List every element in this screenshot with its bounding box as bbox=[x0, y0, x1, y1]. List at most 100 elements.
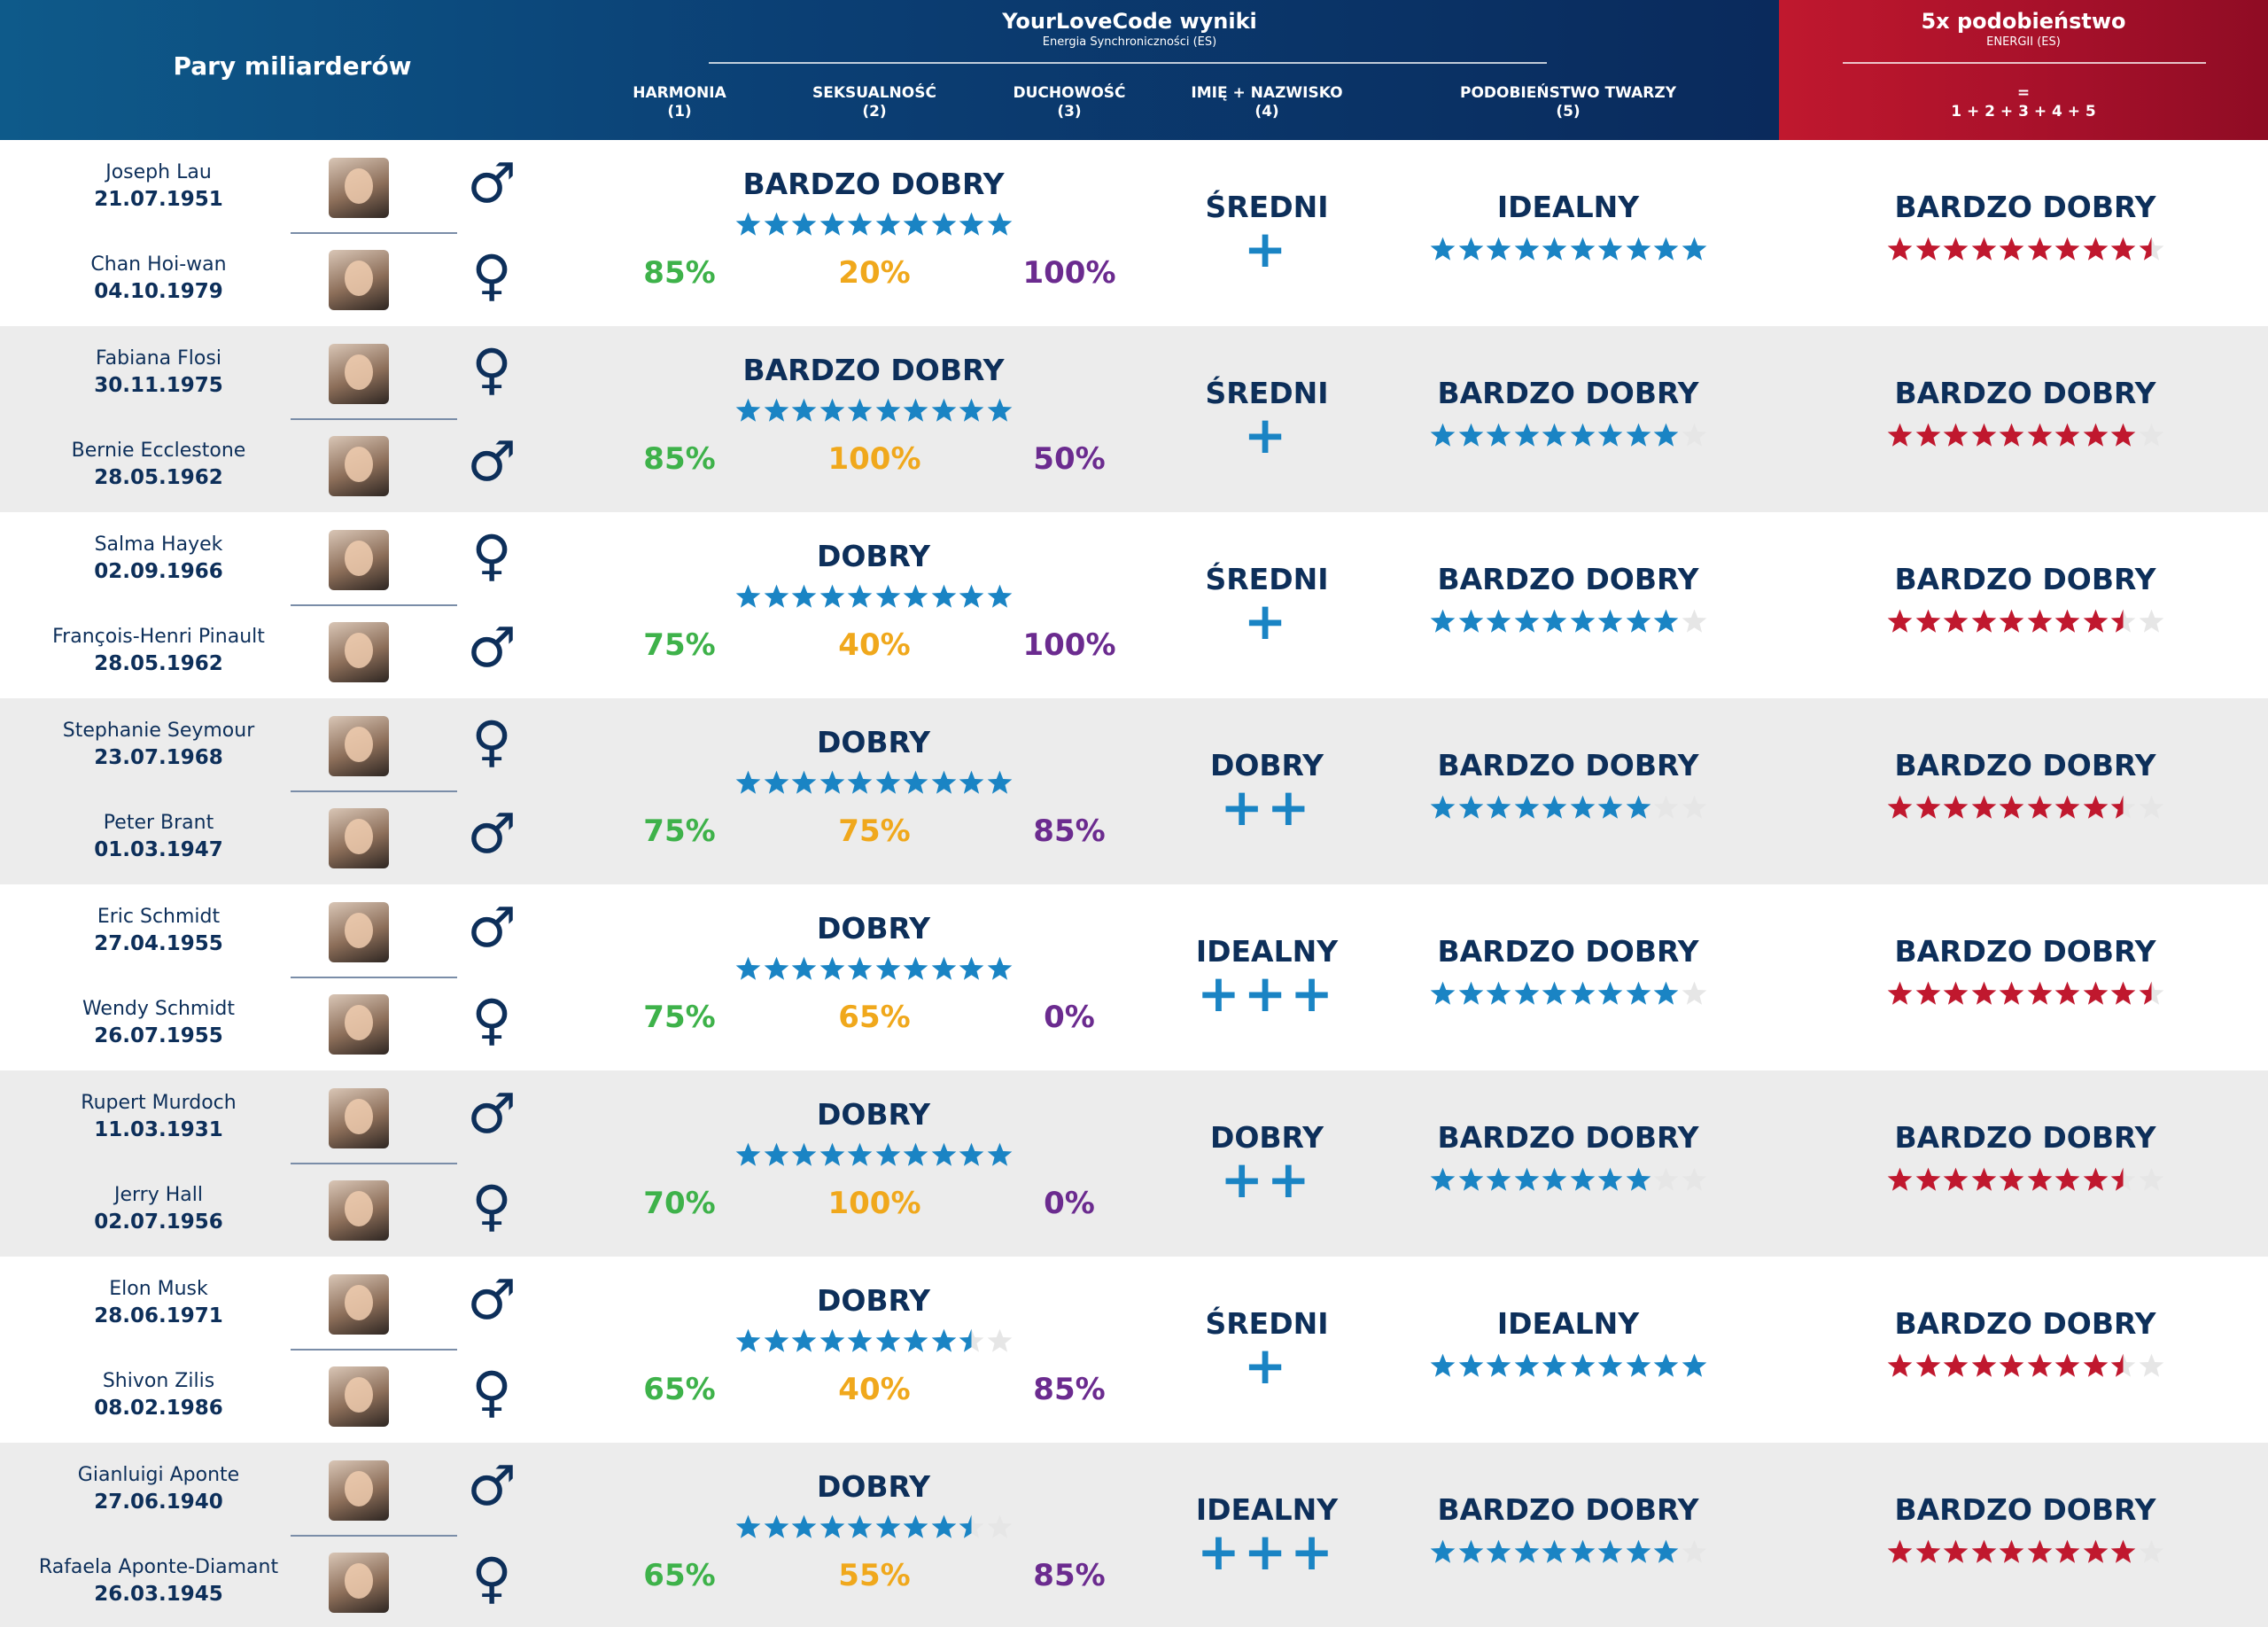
star-icon bbox=[1653, 609, 1679, 633]
star-icon bbox=[791, 956, 817, 980]
star-icon bbox=[1486, 1539, 1511, 1563]
face-stars bbox=[1429, 608, 1707, 638]
star-icon bbox=[931, 1514, 956, 1538]
star-icon bbox=[1486, 609, 1511, 633]
star-icon bbox=[903, 398, 928, 422]
star-icon bbox=[2110, 1167, 2136, 1191]
person1-gender-icon: ♀ bbox=[471, 523, 512, 588]
star-icon bbox=[875, 770, 900, 794]
name-plus-icon: + bbox=[1243, 405, 1291, 465]
star-icon bbox=[2110, 609, 2136, 633]
star-icon bbox=[791, 398, 817, 422]
star-icon bbox=[875, 956, 900, 980]
person2-name: Wendy Schmidt bbox=[82, 998, 236, 1020]
person2-name: Bernie Ecclestone bbox=[71, 440, 246, 462]
star-icon bbox=[847, 1328, 873, 1352]
header-blue-band bbox=[0, 0, 1779, 140]
star-icon bbox=[1915, 1167, 1940, 1191]
person1-photo bbox=[329, 158, 389, 218]
star-icon bbox=[735, 584, 761, 608]
star-icon bbox=[931, 212, 956, 236]
star-icon bbox=[764, 956, 788, 980]
star-icon bbox=[931, 584, 956, 608]
col-name: IMIĘ + NAZWISKO (4) bbox=[1152, 84, 1382, 121]
face-rating: BARDZO DOBRY bbox=[1437, 1120, 1699, 1155]
person2-name: Shivon Zilis bbox=[102, 1370, 215, 1392]
harmony-value: 75% bbox=[643, 814, 716, 849]
star-icon bbox=[2054, 423, 2080, 447]
col-harmony-label: HARMONIA bbox=[633, 84, 726, 102]
star-icon bbox=[1915, 795, 1940, 819]
sexuality-value: 65% bbox=[838, 1000, 911, 1035]
similarity-stars bbox=[1886, 608, 2164, 638]
name-rating: IDEALNY bbox=[1195, 1492, 1339, 1527]
star-icon bbox=[1971, 237, 1996, 261]
star-icon bbox=[1682, 237, 1706, 261]
face-rating: BARDZO DOBRY bbox=[1437, 562, 1699, 596]
star-icon bbox=[1653, 981, 1679, 1005]
star-icon bbox=[2027, 237, 2052, 261]
face-stars bbox=[1429, 980, 1707, 1010]
star-icon bbox=[2110, 795, 2136, 819]
star-icon bbox=[903, 1328, 928, 1352]
star-icon bbox=[1999, 1167, 2024, 1191]
star-icon bbox=[1430, 795, 1456, 819]
star-icon bbox=[735, 1142, 761, 1166]
star-icon bbox=[1682, 981, 1706, 1005]
star-icon bbox=[2083, 795, 2108, 819]
table-header: Pary miliarderów YourLoveCode wyniki Ene… bbox=[0, 0, 2268, 140]
star-icon bbox=[791, 584, 817, 608]
harmony-value: 85% bbox=[643, 441, 716, 477]
header-divider bbox=[709, 62, 1547, 64]
person1-name: Joseph Lau bbox=[105, 161, 212, 183]
person1-photo bbox=[329, 344, 389, 404]
couple-row: Salma Hayek 02.09.1966 ♀ François-Henri … bbox=[0, 512, 2268, 698]
star-icon bbox=[959, 1142, 984, 1166]
person2-name: François-Henri Pinault bbox=[52, 626, 265, 648]
star-icon bbox=[1514, 1353, 1539, 1377]
star-icon bbox=[875, 584, 900, 608]
star-icon bbox=[1570, 981, 1595, 1005]
star-icon bbox=[959, 770, 984, 794]
star-icon bbox=[2054, 1167, 2080, 1191]
star-icon bbox=[931, 398, 956, 422]
similarity-rating: BARDZO DOBRY bbox=[1894, 376, 2156, 410]
harmony-value: 75% bbox=[643, 627, 716, 663]
name-rating: ŚREDNI bbox=[1205, 190, 1329, 224]
face-rating: BARDZO DOBRY bbox=[1437, 376, 1699, 410]
star-icon bbox=[735, 1514, 761, 1538]
person2-date: 26.07.1955 bbox=[94, 1024, 223, 1047]
star-icon bbox=[1887, 1539, 1913, 1563]
star-icon bbox=[987, 1142, 1012, 1166]
similarity-stars bbox=[1886, 1352, 2164, 1382]
person2-name: Peter Brant bbox=[103, 812, 214, 834]
similarity-rating: BARDZO DOBRY bbox=[1894, 934, 2156, 969]
star-icon bbox=[1999, 609, 2024, 633]
col-face: PODOBIEŃSTWO TWARZY (5) bbox=[1435, 84, 1701, 121]
person1-gender-icon: ♂ bbox=[467, 1081, 517, 1146]
similarity-eq: = bbox=[2016, 84, 2031, 102]
star-icon bbox=[1430, 1353, 1456, 1377]
star-icon bbox=[847, 1514, 873, 1538]
couple-row: Rupert Murdoch 11.03.1931 ♂ Jerry Hall 0… bbox=[0, 1070, 2268, 1257]
person2-date: 28.05.1962 bbox=[94, 466, 223, 489]
star-icon bbox=[2027, 609, 2052, 633]
similarity-rating: BARDZO DOBRY bbox=[1894, 748, 2156, 782]
person2-name: Chan Hoi-wan bbox=[90, 253, 227, 276]
star-icon bbox=[2054, 1539, 2080, 1563]
name-plus-icon: + bbox=[1243, 219, 1291, 279]
person2-gender-icon: ♀ bbox=[471, 1545, 512, 1610]
star-icon bbox=[847, 1142, 873, 1166]
person1-gender-icon: ♂ bbox=[467, 1267, 517, 1332]
couple-row: Elon Musk 28.06.1971 ♂ Shivon Zilis 08.0… bbox=[0, 1257, 2268, 1443]
star-icon bbox=[1430, 609, 1456, 633]
es-rating: BARDZO DOBRY bbox=[742, 353, 1005, 387]
star-icon bbox=[875, 212, 900, 236]
face-rating: IDEALNY bbox=[1496, 190, 1640, 224]
person2-photo bbox=[329, 250, 389, 310]
es-rating: DOBRY bbox=[816, 1097, 931, 1132]
star-icon bbox=[1570, 1167, 1595, 1191]
star-icon bbox=[1514, 237, 1539, 261]
star-icon bbox=[1626, 1539, 1651, 1563]
star-icon bbox=[875, 1328, 900, 1352]
